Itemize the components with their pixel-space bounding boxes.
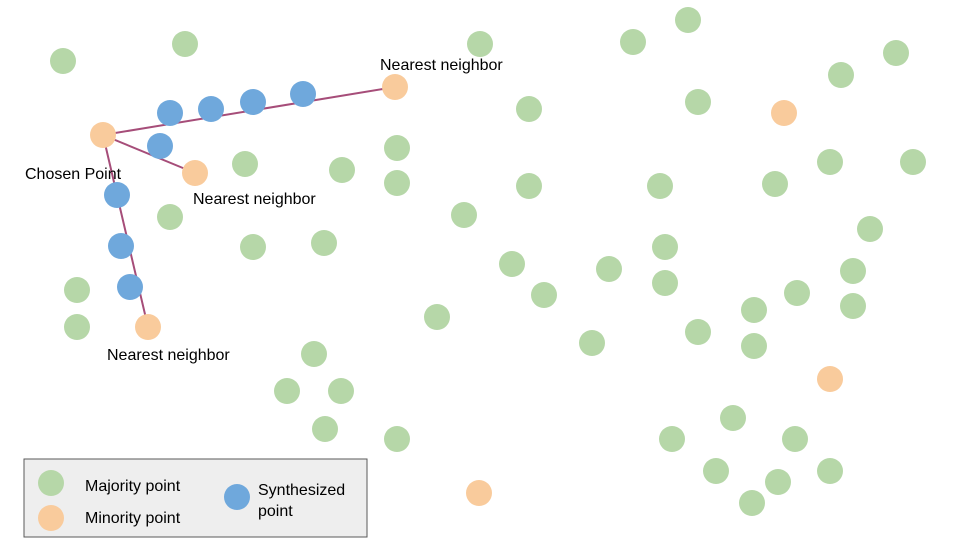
- majority-point: [451, 202, 477, 228]
- majority-point: [329, 157, 355, 183]
- majority-point: [596, 256, 622, 282]
- majority-point: [857, 216, 883, 242]
- majority-point: [157, 204, 183, 230]
- majority-point: [467, 31, 493, 57]
- majority-point: [64, 314, 90, 340]
- legend-synthesized-label-line2: point: [258, 503, 293, 520]
- majority-point: [516, 173, 542, 199]
- majority-point: [647, 173, 673, 199]
- majority-point: [720, 405, 746, 431]
- majority-point: [424, 304, 450, 330]
- majority-point: [301, 341, 327, 367]
- majority-point: [652, 270, 678, 296]
- synthesized-points: [104, 81, 316, 300]
- legend: Majority point Minority point Synthesize…: [23, 458, 368, 538]
- label-nearest-neighbor-middle: Nearest neighbor: [193, 191, 316, 208]
- minority-point: [182, 160, 208, 186]
- legend-synthesized-swatch: [224, 484, 250, 510]
- synthesized-point: [117, 274, 143, 300]
- majority-point: [50, 48, 76, 74]
- majority-point: [384, 170, 410, 196]
- synthesized-point: [157, 100, 183, 126]
- label-nearest-neighbor-bottom: Nearest neighbor: [107, 347, 230, 364]
- majority-point: [703, 458, 729, 484]
- majority-point: [312, 416, 338, 442]
- legend-majority-swatch: [38, 470, 64, 496]
- synthesized-point: [290, 81, 316, 107]
- majority-point: [685, 89, 711, 115]
- majority-point: [739, 490, 765, 516]
- synthesized-point: [108, 233, 134, 259]
- minority-point: [817, 366, 843, 392]
- majority-point: [741, 333, 767, 359]
- majority-point: [784, 280, 810, 306]
- majority-point: [384, 426, 410, 452]
- minority-point: [135, 314, 161, 340]
- minority-point: [90, 122, 116, 148]
- synthesized-point: [104, 182, 130, 208]
- majority-point: [659, 426, 685, 452]
- legend-majority-label: Majority point: [85, 478, 181, 495]
- majority-point: [328, 378, 354, 404]
- legend-box: [23, 458, 368, 538]
- synthesized-point: [198, 96, 224, 122]
- minority-point: [382, 74, 408, 100]
- majority-point: [232, 151, 258, 177]
- majority-point: [840, 293, 866, 319]
- majority-point: [828, 62, 854, 88]
- majority-point: [765, 469, 791, 495]
- majority-point: [900, 149, 926, 175]
- label-chosen-point: Chosen Point: [25, 166, 122, 183]
- label-nearest-neighbor-top: Nearest neighbor: [380, 57, 503, 74]
- majority-point: [817, 458, 843, 484]
- legend-synthesized-label-line1: Synthesized: [258, 482, 345, 499]
- majority-point: [685, 319, 711, 345]
- majority-point: [64, 277, 90, 303]
- majority-point: [883, 40, 909, 66]
- majority-point: [274, 378, 300, 404]
- majority-point: [311, 230, 337, 256]
- majority-point: [579, 330, 605, 356]
- minority-point: [466, 480, 492, 506]
- synthesized-point: [240, 89, 266, 115]
- majority-point: [172, 31, 198, 57]
- majority-point: [652, 234, 678, 260]
- majority-point: [240, 234, 266, 260]
- majority-point: [499, 251, 525, 277]
- majority-point: [782, 426, 808, 452]
- majority-point: [741, 297, 767, 323]
- majority-point: [531, 282, 557, 308]
- interpolation-line: [102, 134, 196, 174]
- legend-minority-swatch: [38, 505, 64, 531]
- majority-point: [384, 135, 410, 161]
- majority-point: [840, 258, 866, 284]
- majority-point: [817, 149, 843, 175]
- synthesized-point: [147, 133, 173, 159]
- minority-points: [90, 74, 843, 506]
- majority-point: [620, 29, 646, 55]
- majority-point: [762, 171, 788, 197]
- majority-point: [675, 7, 701, 33]
- minority-point: [771, 100, 797, 126]
- majority-point: [516, 96, 542, 122]
- legend-minority-label: Minority point: [85, 510, 181, 527]
- majority-points: [50, 7, 926, 516]
